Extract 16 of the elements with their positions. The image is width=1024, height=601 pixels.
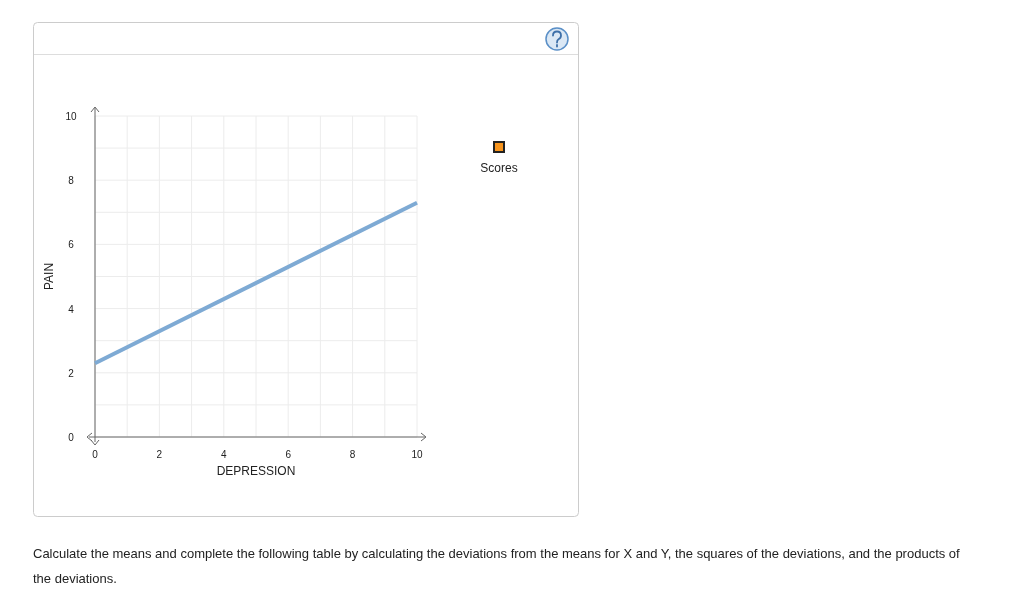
x-tick-label: 8: [349, 449, 356, 460]
y-tick-label: 4: [68, 303, 75, 315]
text: Calculate the means and complete the following table by calculating the deviations from the means for X and Y, the squares of the deviations, and the products of the deviations.: [33, 545, 961, 588]
y-tick-label: 10: [65, 111, 77, 122]
x-tick-label: 4: [221, 449, 228, 460]
y-tick-label: 0: [68, 432, 75, 443]
legend-label: Scores: [480, 161, 518, 175]
x-tick-label: 10: [411, 449, 423, 460]
x-tick-label: 0: [92, 449, 99, 460]
y-tick-label: 6: [68, 239, 75, 251]
x-tick-label: 2: [156, 449, 163, 460]
x-tick-label: 6: [285, 449, 292, 460]
x-axis-title: DEPRESSION: [216, 464, 296, 478]
y-axis-title: PAIN: [42, 262, 56, 291]
y-tick-label: 2: [68, 367, 75, 379]
y-tick-label: 8: [68, 175, 75, 187]
